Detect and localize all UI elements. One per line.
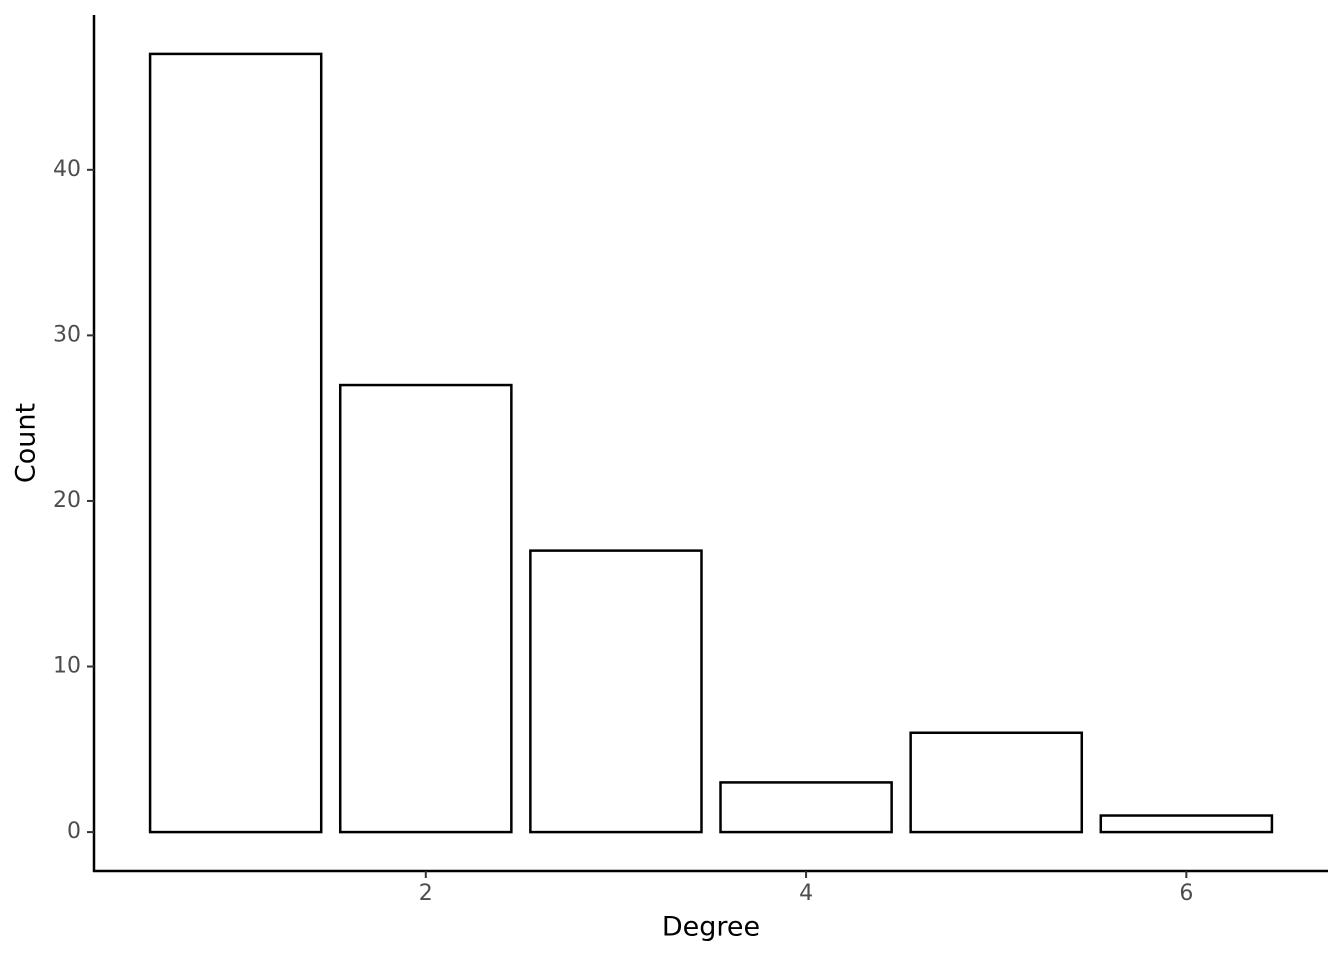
x-tick-label: 4 <box>799 881 813 906</box>
bar <box>148 52 323 834</box>
bar <box>1099 814 1274 834</box>
x-axis-title: Degree <box>662 912 760 943</box>
y-tick-label: 30 <box>53 322 81 347</box>
y-tick-label: 0 <box>67 819 81 844</box>
bar <box>909 731 1084 834</box>
x-tick-label: 6 <box>1179 881 1193 906</box>
bar <box>338 383 513 834</box>
x-tick-label: 2 <box>419 881 433 906</box>
y-axis-title: Count <box>11 403 42 483</box>
y-tick-label: 40 <box>53 157 81 182</box>
y-tick-label: 20 <box>53 488 81 513</box>
y-tick-label: 10 <box>53 654 81 679</box>
bar <box>529 549 703 834</box>
bar <box>719 781 893 834</box>
